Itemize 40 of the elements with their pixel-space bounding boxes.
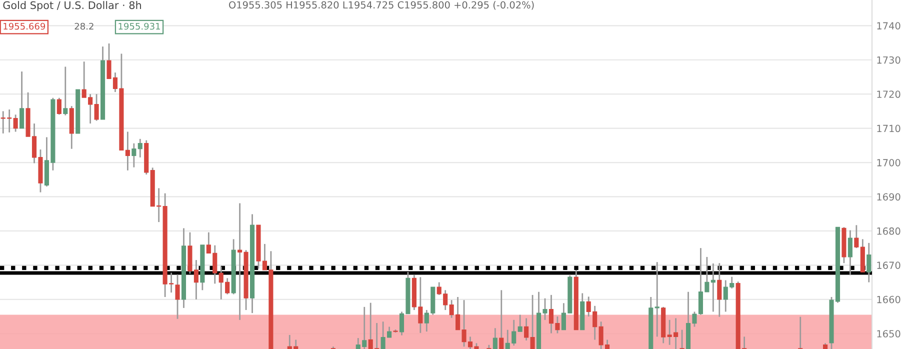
candlestick <box>238 202 242 321</box>
candlestick <box>20 70 24 130</box>
candlestick <box>132 142 136 168</box>
annotation: Gold Spot / U.S. Dollar · 8h <box>3 1 141 12</box>
candlestick <box>13 114 18 132</box>
candlestick <box>125 131 130 172</box>
candlestick <box>138 138 142 158</box>
y-tick-label: 1670 <box>877 262 900 270</box>
y-tick-label: 1690 <box>877 193 900 201</box>
annotation: 28.2 <box>74 22 94 30</box>
annotation: O1955.305 H1955.820 L1954.725 C1955.800 +0.295 (-0.02%) <box>229 1 534 10</box>
y-tick-label: 1680 <box>877 227 900 235</box>
candlestick <box>710 262 716 312</box>
candlestick <box>194 259 198 300</box>
y-tick-label: 1700 <box>877 159 900 166</box>
candlestick <box>492 327 498 349</box>
candlestick <box>530 294 535 349</box>
y-tick-label: 1660 <box>877 296 900 304</box>
y-tick-label: 1710 <box>877 124 900 132</box>
candlestick <box>798 316 803 349</box>
candlestick <box>866 242 872 283</box>
y-tick-label: 1720 <box>877 90 900 98</box>
candlestick <box>680 329 684 349</box>
candlestick <box>654 261 660 338</box>
candlestick <box>63 66 68 116</box>
candlestick <box>56 97 62 116</box>
annotation: 1955.669 <box>4 22 46 30</box>
candlestick <box>848 230 852 276</box>
candlestick <box>499 289 504 349</box>
candlestick <box>175 274 180 320</box>
y-tick-label: 1740 <box>877 22 900 30</box>
y-tick-label: 1650 <box>877 330 900 338</box>
annotation: 1955.931 <box>118 22 160 30</box>
candlestick <box>94 93 99 122</box>
candlestick <box>854 224 859 249</box>
candlestick <box>524 318 529 342</box>
candlestick <box>486 344 492 349</box>
y-tick-label: 1730 <box>877 56 900 64</box>
candlestick <box>717 262 722 318</box>
candlestick <box>518 314 522 332</box>
